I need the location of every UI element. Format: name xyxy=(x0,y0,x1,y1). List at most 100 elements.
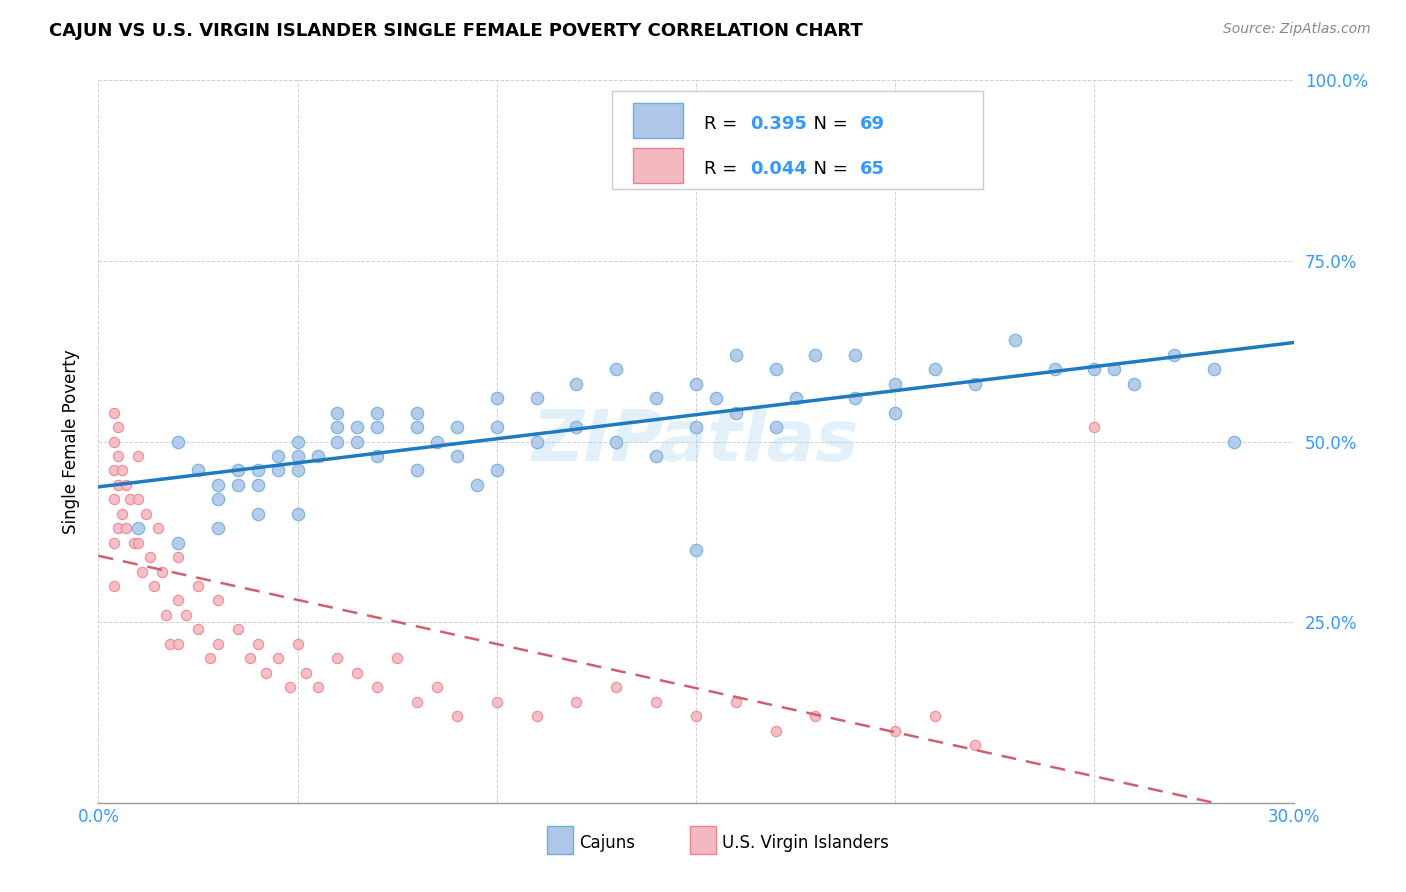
Point xyxy=(526,434,548,449)
Text: 0.395: 0.395 xyxy=(749,115,807,133)
Point xyxy=(115,478,138,492)
Point xyxy=(267,463,290,477)
Point xyxy=(884,376,907,391)
Point xyxy=(366,449,388,463)
Point xyxy=(307,680,329,694)
Point xyxy=(765,420,787,434)
Point xyxy=(115,521,138,535)
Point xyxy=(103,434,125,449)
Point xyxy=(605,680,627,694)
Point xyxy=(1104,362,1126,376)
Point xyxy=(246,507,269,521)
Y-axis label: Single Female Poverty: Single Female Poverty xyxy=(62,350,80,533)
Point xyxy=(167,593,190,607)
Point xyxy=(287,434,309,449)
Point xyxy=(724,348,747,362)
Point xyxy=(226,478,249,492)
Point xyxy=(111,463,134,477)
Point xyxy=(287,449,309,463)
Point xyxy=(346,665,368,680)
Text: Source: ZipAtlas.com: Source: ZipAtlas.com xyxy=(1223,22,1371,37)
Point xyxy=(406,463,429,477)
Point xyxy=(326,420,349,434)
Point xyxy=(167,535,190,549)
Point xyxy=(159,637,181,651)
Point xyxy=(239,651,262,665)
Text: Cajuns: Cajuns xyxy=(579,833,636,852)
Point xyxy=(107,478,129,492)
Point xyxy=(226,623,249,637)
Point xyxy=(366,680,388,694)
Point xyxy=(704,391,727,405)
Point xyxy=(645,695,668,709)
Point xyxy=(406,420,429,434)
Point xyxy=(167,637,190,651)
Point xyxy=(765,723,787,738)
Point xyxy=(254,665,277,680)
Point xyxy=(426,680,449,694)
Point xyxy=(124,535,146,549)
Point xyxy=(267,651,290,665)
Point xyxy=(103,579,125,593)
Point xyxy=(111,507,134,521)
Text: U.S. Virgin Islanders: U.S. Virgin Islanders xyxy=(723,833,889,852)
Point xyxy=(844,391,866,405)
Point xyxy=(605,434,627,449)
Point xyxy=(139,550,162,565)
Point xyxy=(287,507,309,521)
Point xyxy=(526,391,548,405)
Point xyxy=(804,348,827,362)
Point xyxy=(103,463,125,477)
Point xyxy=(150,565,173,579)
Point xyxy=(167,434,190,449)
Point xyxy=(103,406,125,420)
Bar xyxy=(633,148,683,183)
Point xyxy=(485,420,508,434)
Point xyxy=(446,449,468,463)
Point xyxy=(131,565,153,579)
Point xyxy=(685,542,707,557)
Point xyxy=(366,420,388,434)
Point xyxy=(1004,334,1026,348)
Point xyxy=(963,376,986,391)
Point xyxy=(143,579,166,593)
Point xyxy=(485,463,508,477)
Point xyxy=(103,492,125,507)
Point xyxy=(724,695,747,709)
Point xyxy=(1223,434,1246,449)
Point xyxy=(198,651,221,665)
Point xyxy=(963,738,986,752)
Point xyxy=(884,406,907,420)
Point xyxy=(406,406,429,420)
Point xyxy=(526,709,548,723)
Point xyxy=(326,434,349,449)
Point xyxy=(127,521,149,535)
Text: R =: R = xyxy=(704,160,744,178)
Point xyxy=(127,492,149,507)
Point xyxy=(485,695,508,709)
Bar xyxy=(633,103,683,137)
Point xyxy=(103,535,125,549)
Point xyxy=(207,637,229,651)
Point xyxy=(645,449,668,463)
Point xyxy=(1083,362,1105,376)
Point xyxy=(565,695,588,709)
Point xyxy=(1043,362,1066,376)
Point xyxy=(446,420,468,434)
Point xyxy=(645,391,668,405)
Point xyxy=(167,550,190,565)
Text: CAJUN VS U.S. VIRGIN ISLANDER SINGLE FEMALE POVERTY CORRELATION CHART: CAJUN VS U.S. VIRGIN ISLANDER SINGLE FEM… xyxy=(49,22,863,40)
Point xyxy=(685,709,707,723)
Point xyxy=(294,665,316,680)
Point xyxy=(127,449,149,463)
Point xyxy=(565,420,588,434)
Point xyxy=(465,478,488,492)
Point xyxy=(804,709,827,723)
Point xyxy=(485,391,508,405)
Text: N =: N = xyxy=(803,115,853,133)
Point xyxy=(278,680,301,694)
Point xyxy=(187,463,209,477)
Point xyxy=(685,376,707,391)
Point xyxy=(565,376,588,391)
Point xyxy=(246,463,269,477)
